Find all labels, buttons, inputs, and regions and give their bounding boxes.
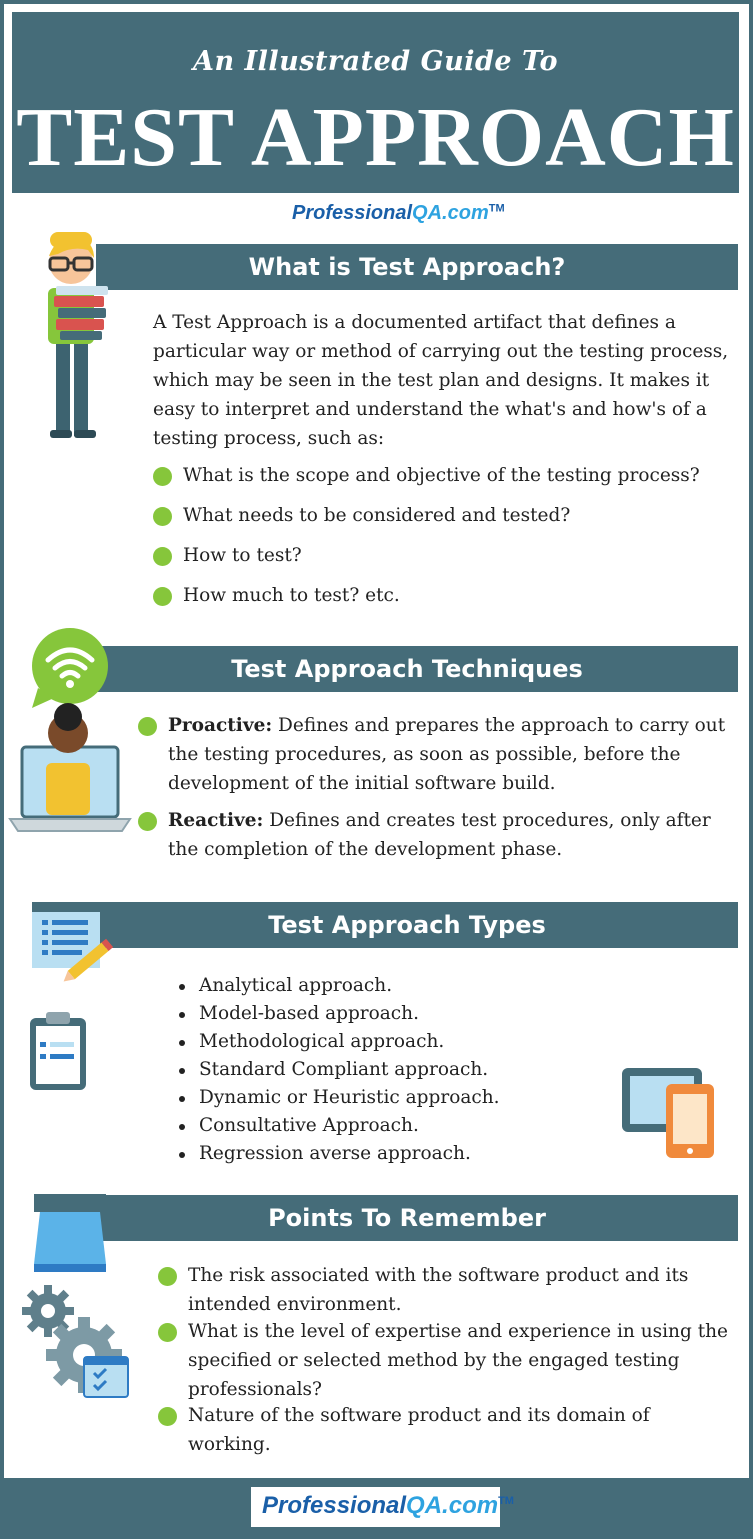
section4-heading: Points To Remember [96, 1195, 738, 1241]
technique-reactive: Reactive: Defines and creates test proce… [138, 806, 733, 864]
section1-bullet-2: What needs to be considered and tested? [153, 501, 733, 530]
type-3: Methodological approach. [175, 1028, 444, 1056]
logo-bottom-part2: QA.com [406, 1492, 499, 1519]
type-1: Analytical approach. [175, 972, 392, 1000]
logo-bottom-part1: Professional [262, 1492, 407, 1519]
technique-reactive-term: Reactive: [168, 810, 264, 831]
logo-tm: TM [488, 202, 505, 215]
type-7: Regression averse approach. [175, 1140, 471, 1168]
point-2: What is the level of expertise and exper… [158, 1317, 733, 1404]
section2-heading: Test Approach Techniques [96, 646, 738, 692]
printer-icon [34, 1194, 106, 1272]
hero-title: TEST APPROACH [16, 91, 735, 184]
technique-reactive-desc: Defines and creates test procedures, onl… [168, 810, 711, 860]
logo-bottom[interactable]: ProfessionalQA.comTM [262, 1492, 514, 1520]
section1-paragraph: A Test Approach is a documented artifact… [153, 312, 729, 449]
point-3: Nature of the software product and its d… [158, 1401, 733, 1459]
tablet-phone-icon [622, 1068, 714, 1158]
point-1: The risk associated with the software pr… [158, 1261, 733, 1319]
type-4: Standard Compliant approach. [175, 1056, 488, 1084]
section1-heading: What is Test Approach? [96, 244, 738, 290]
student-icon [48, 232, 108, 438]
chat-wifi-icon [32, 628, 108, 708]
technique-proactive: Proactive: Defines and prepares the appr… [138, 711, 733, 798]
document-pencil-icon [32, 902, 114, 982]
type-6: Consultative Approach. [175, 1112, 419, 1140]
section1-bullet-4: How much to test? etc. [153, 581, 733, 610]
laptop-person-icon [8, 703, 132, 832]
logo-top[interactable]: ProfessionalQA.comTM [292, 202, 505, 225]
type-2: Model-based approach. [175, 1000, 419, 1028]
footer-logo-box [251, 1487, 500, 1527]
logo-part1: Professional [292, 202, 413, 224]
section3-heading: Test Approach Types [96, 902, 738, 948]
gears-icon [22, 1285, 129, 1398]
logo-bottom-tm: TM [498, 1495, 514, 1507]
technique-proactive-term: Proactive: [168, 715, 273, 736]
section1-bullet-3: How to test? [153, 541, 733, 570]
technique-proactive-desc: Defines and prepares the approach to car… [168, 715, 726, 794]
logo-part2: QA.com [412, 202, 489, 224]
hero-subtitle: An Illustrated Guide To [193, 46, 558, 77]
hero-banner: An Illustrated Guide To TEST APPROACH [12, 12, 739, 193]
section1-bullet-1: What is the scope and objective of the t… [153, 461, 733, 490]
clipboard-icon [30, 1012, 86, 1090]
type-5: Dynamic or Heuristic approach. [175, 1084, 500, 1112]
